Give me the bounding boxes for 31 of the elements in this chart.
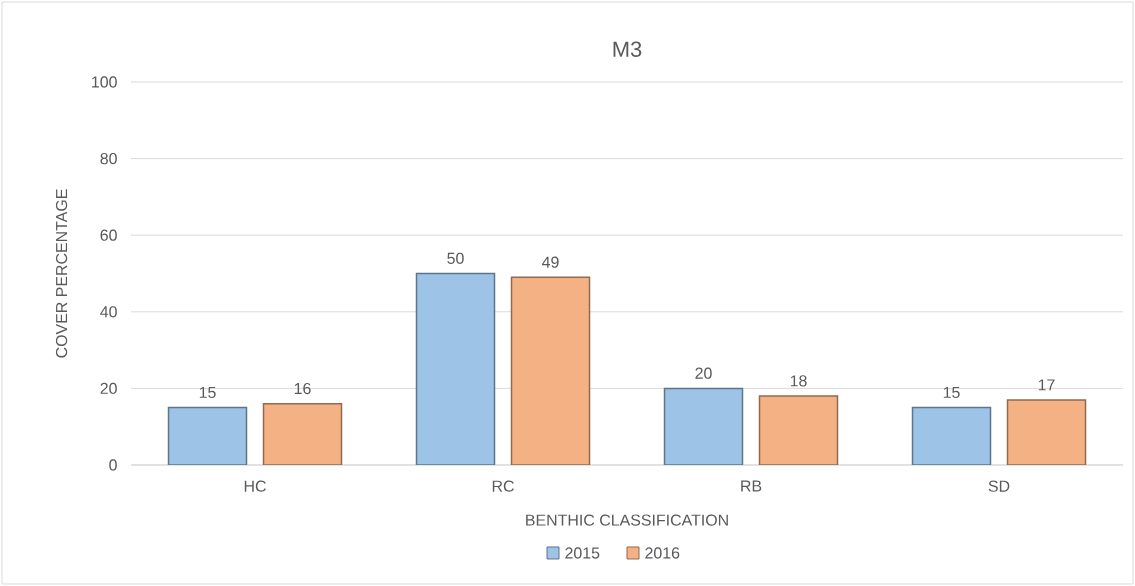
x-tick-label: RB <box>741 480 762 492</box>
y-axis-title: COVER PERCENTAGE <box>55 189 68 358</box>
y-tick-label: 80 <box>100 152 117 165</box>
y-tick-label: 40 <box>100 306 117 318</box>
bar <box>415 272 496 465</box>
data-label: 16 <box>294 382 311 395</box>
y-tick-label: 100 <box>92 76 117 88</box>
bar <box>663 387 744 465</box>
x-axis-title: BENTHIC CLASSIFICATION <box>526 514 728 526</box>
legend-label: 2016 <box>645 547 680 559</box>
x-tick-label: SD <box>988 480 1010 492</box>
y-tick-label: 60 <box>100 229 117 241</box>
y-tick-label: 0 <box>109 459 117 471</box>
chart-title: M3 <box>613 41 642 57</box>
legend-label: 2015 <box>565 547 600 559</box>
bar <box>510 276 591 465</box>
bar <box>167 406 248 465</box>
x-tick-label: RC <box>492 480 514 492</box>
x-tick-label: HC <box>244 480 266 492</box>
data-label: 50 <box>447 252 464 264</box>
data-label: 15 <box>199 386 216 399</box>
data-label: 18 <box>790 375 807 387</box>
data-label: 17 <box>1038 379 1055 391</box>
data-label: 20 <box>695 367 712 379</box>
bar <box>758 395 839 465</box>
bar <box>1006 399 1087 465</box>
bar <box>262 402 343 465</box>
y-tick-label: 20 <box>100 382 117 395</box>
data-label: 15 <box>943 386 960 399</box>
data-label: 49 <box>542 256 559 268</box>
bar <box>911 406 992 465</box>
